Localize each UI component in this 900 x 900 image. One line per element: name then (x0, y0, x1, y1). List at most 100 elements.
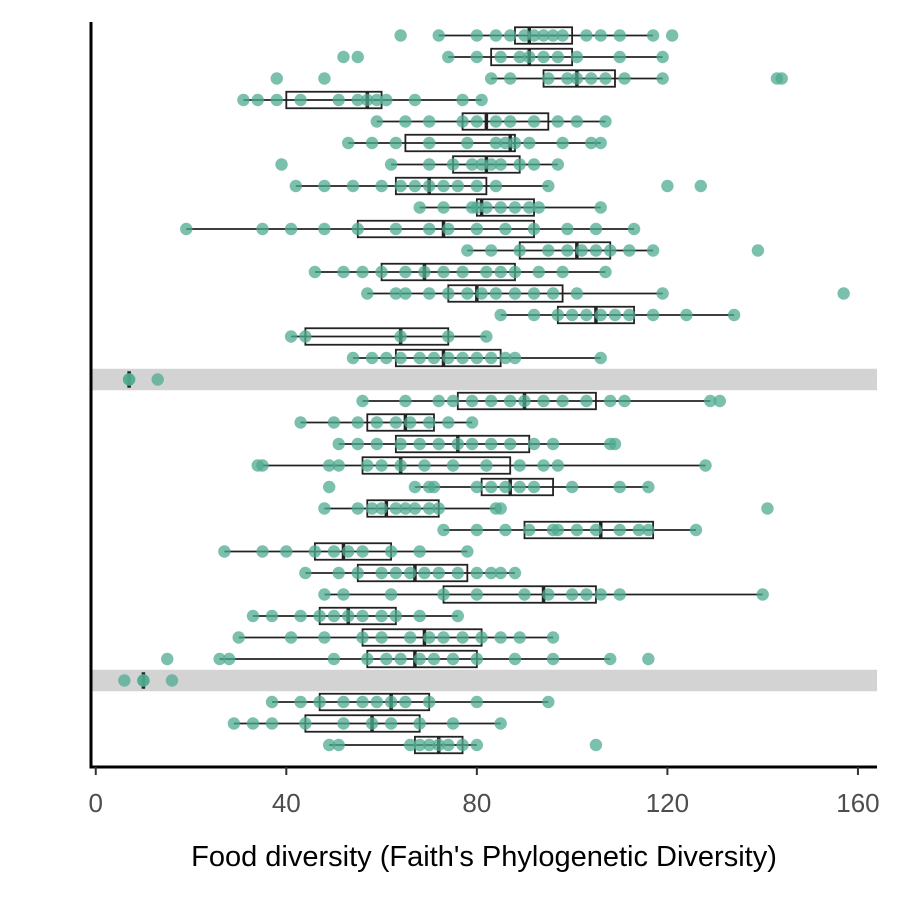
data-point (413, 652, 426, 666)
data-point (403, 416, 417, 429)
data-point (613, 480, 626, 494)
data-point (494, 502, 507, 515)
data-point (604, 244, 617, 257)
data-point (489, 136, 503, 150)
data-point (408, 179, 422, 193)
data-point (375, 179, 388, 193)
data-point (451, 179, 464, 193)
data-point (408, 93, 422, 107)
data-point (475, 158, 488, 171)
data-point (308, 545, 322, 558)
data-point (456, 351, 469, 365)
data-point (470, 222, 484, 236)
data-point (837, 287, 850, 300)
x-tick-label: 40 (272, 788, 301, 818)
data-point (513, 459, 526, 472)
data-point (480, 201, 493, 214)
data-point (380, 351, 393, 365)
data-point (327, 545, 341, 558)
data-point (399, 265, 412, 279)
data-point (423, 158, 436, 171)
data-point (332, 437, 345, 451)
data-point (613, 29, 626, 42)
data-point (399, 115, 412, 128)
data-point (180, 222, 193, 236)
data-point (313, 609, 326, 623)
data-point (294, 609, 307, 623)
data-point (265, 695, 279, 709)
data-point (446, 394, 460, 408)
data-point (494, 201, 507, 214)
data-point (370, 695, 384, 709)
data-point (446, 717, 460, 730)
data-point (342, 545, 355, 558)
data-point (437, 588, 450, 601)
data-point (332, 459, 345, 472)
data-point (423, 115, 436, 128)
data-point (713, 394, 726, 408)
data-point (432, 502, 445, 515)
data-point (299, 330, 312, 343)
data-point (594, 29, 607, 42)
data-point (432, 394, 445, 408)
data-point (494, 50, 507, 64)
data-point (389, 287, 403, 300)
data-point (265, 717, 279, 730)
data-point (480, 459, 493, 472)
data-point (456, 115, 469, 128)
data-point (499, 351, 512, 365)
data-point (589, 222, 603, 236)
data-point (608, 437, 622, 451)
data-point (361, 652, 374, 666)
data-point (332, 566, 345, 580)
data-point (599, 115, 612, 128)
data-point (375, 631, 388, 644)
data-point (118, 674, 131, 687)
data-point (456, 93, 469, 107)
data-point (642, 523, 655, 537)
data-point (546, 287, 560, 300)
data-point (480, 330, 493, 343)
data-point (327, 416, 341, 429)
data-point (423, 287, 436, 300)
data-point (461, 287, 474, 300)
data-point (513, 244, 526, 257)
data-point (437, 631, 450, 644)
data-point (375, 609, 388, 623)
data-point (761, 502, 774, 515)
data-point (589, 523, 603, 537)
data-point (470, 115, 484, 128)
data-point (504, 29, 517, 42)
data-point (470, 480, 484, 494)
data-point (399, 695, 412, 709)
data-point (408, 502, 422, 515)
data-point (137, 674, 150, 687)
data-point (318, 179, 331, 193)
data-point (337, 265, 350, 279)
data-point (451, 609, 464, 623)
data-point (589, 244, 603, 257)
data-point (375, 502, 388, 515)
data-point (556, 136, 569, 150)
data-point (613, 588, 626, 601)
highlight-band (91, 368, 877, 391)
data-point (542, 179, 555, 193)
data-point (294, 93, 307, 107)
data-point (704, 394, 717, 408)
data-point (294, 416, 307, 429)
data-point (508, 566, 522, 580)
data-point (161, 652, 174, 666)
data-point (356, 695, 369, 709)
data-point (403, 566, 417, 580)
data-point (284, 330, 298, 343)
data-point (318, 502, 331, 515)
data-point (661, 179, 674, 193)
data-point (565, 308, 579, 322)
data-point (527, 115, 541, 128)
x-ticks: 0 40 80 120 160 (89, 767, 880, 818)
data-point (399, 287, 412, 300)
data-point (322, 459, 336, 472)
data-point (375, 265, 388, 279)
data-point (423, 222, 436, 236)
data-point (527, 222, 541, 236)
